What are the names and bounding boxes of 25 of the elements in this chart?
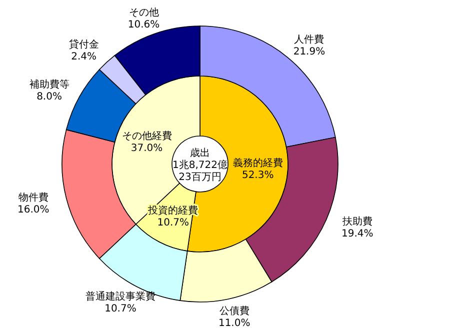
- slice-label: 補助費等: [29, 78, 70, 90]
- slice-label: 貸付金: [68, 38, 99, 51]
- slice-label: 投資的経費: [147, 204, 198, 216]
- data-label: 10.7%: [157, 217, 190, 228]
- slice-label: その他経費: [122, 130, 172, 142]
- slice-label: 扶助費: [341, 215, 372, 228]
- text: 1兆8,722億: [172, 159, 228, 171]
- text: 歳出: [190, 147, 210, 159]
- data-label: 19.4%: [342, 228, 374, 240]
- data-label: 21.9%: [293, 46, 326, 58]
- data-label: 37.0%: [130, 142, 163, 154]
- slice-label: その他: [128, 6, 159, 19]
- data-label: 2.4%: [71, 52, 97, 63]
- slice-label: 公債費: [219, 304, 250, 317]
- data-label: 11.0%: [218, 318, 250, 329]
- data-label: 8.0%: [36, 91, 62, 102]
- data-label: 52.3%: [242, 170, 274, 182]
- slice-label: 普通建設事業費: [85, 290, 156, 302]
- slice-label: 義務的経費: [232, 157, 283, 170]
- text: 23百万円: [178, 172, 222, 183]
- data-label: 10.7%: [104, 303, 136, 314]
- data-label: 10.6%: [128, 20, 160, 31]
- data-label: 16.0%: [18, 204, 50, 216]
- slice-label: 人件費: [294, 33, 324, 46]
- slice-label: 物件費: [18, 192, 48, 204]
